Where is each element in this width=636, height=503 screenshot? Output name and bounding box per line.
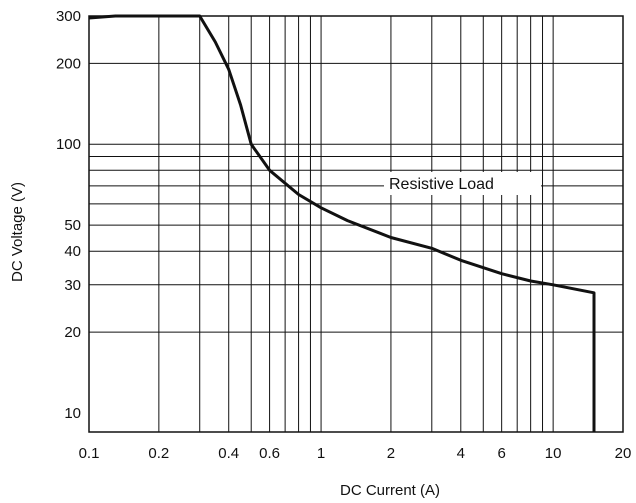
y-tick-label: 300 — [56, 8, 81, 25]
x-tick-label: 0.2 — [148, 445, 169, 462]
y-tick-label: 20 — [64, 324, 81, 341]
x-tick-label: 6 — [497, 445, 505, 462]
grid — [89, 15, 624, 432]
annotation-resistive-load: Resistive Load — [389, 176, 494, 193]
x-tick-label: 1 — [317, 445, 325, 462]
y-tick-label: 100 — [56, 136, 81, 153]
x-tick-label: 0.4 — [218, 445, 239, 462]
x-tick-labels: 0.1 0.2 0.4 0.6 1 2 4 6 10 20 — [79, 445, 632, 462]
x-tick-label: 0.6 — [259, 445, 280, 462]
y-tick-labels: 10 20 30 40 50 100 200 300 — [56, 8, 81, 422]
x-tick-label: 0.1 — [79, 445, 100, 462]
y-tick-label: 50 — [64, 217, 81, 234]
x-axis-label: DC Current (A) — [340, 482, 440, 499]
y-tick-label: 200 — [56, 55, 81, 72]
y-tick-label: 10 — [64, 405, 81, 422]
x-tick-label: 4 — [457, 445, 465, 462]
y-axis-label: DC Voltage (V) — [9, 182, 26, 282]
x-tick-label: 20 — [615, 445, 632, 462]
series-line — [88, 14, 596, 432]
x-tick-label: 2 — [387, 445, 395, 462]
x-tick-label: 10 — [545, 445, 562, 462]
y-tick-label: 30 — [64, 277, 81, 294]
plot-frame — [88, 15, 624, 433]
annotation-background — [384, 172, 541, 195]
y-tick-label: 40 — [64, 243, 81, 260]
